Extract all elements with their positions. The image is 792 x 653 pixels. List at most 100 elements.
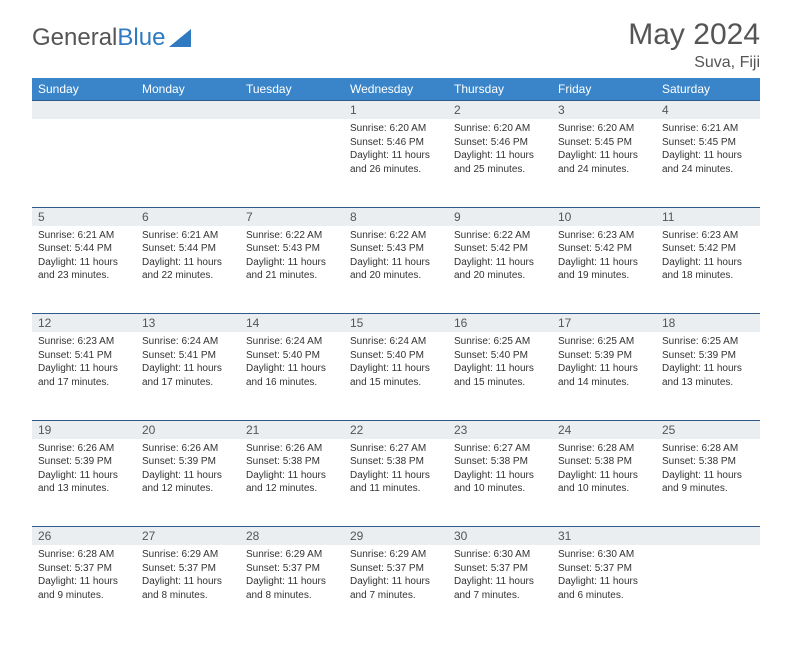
day-cell: Sunrise: 6:26 AMSunset: 5:38 PMDaylight:… — [240, 439, 344, 527]
day-number: 7 — [240, 207, 344, 226]
daylight-text: Daylight: 11 hours and 13 minutes. — [38, 469, 130, 496]
daylight-text: Daylight: 11 hours and 14 minutes. — [558, 362, 650, 389]
sunset-text: Sunset: 5:37 PM — [38, 562, 130, 576]
sunset-text: Sunset: 5:42 PM — [558, 242, 650, 256]
day-cell: Sunrise: 6:28 AMSunset: 5:38 PMDaylight:… — [656, 439, 760, 527]
sunrise-text: Sunrise: 6:30 AM — [454, 548, 546, 562]
daylight-text: Daylight: 11 hours and 12 minutes. — [246, 469, 338, 496]
sunset-text: Sunset: 5:43 PM — [246, 242, 338, 256]
daylight-text: Daylight: 11 hours and 25 minutes. — [454, 149, 546, 176]
daylight-text: Daylight: 11 hours and 20 minutes. — [454, 256, 546, 283]
daynum-row: 1234 — [32, 101, 760, 120]
weekday-header: Monday — [136, 78, 240, 101]
daynum-row: 19202122232425 — [32, 420, 760, 439]
day-number — [136, 101, 240, 120]
sunrise-text: Sunrise: 6:27 AM — [350, 442, 442, 456]
sunrise-text: Sunrise: 6:28 AM — [38, 548, 130, 562]
sunset-text: Sunset: 5:46 PM — [350, 136, 442, 150]
logo: GeneralBlue — [32, 24, 191, 52]
content-row: Sunrise: 6:23 AMSunset: 5:41 PMDaylight:… — [32, 332, 760, 420]
daylight-text: Daylight: 11 hours and 7 minutes. — [454, 575, 546, 602]
sunrise-text: Sunrise: 6:26 AM — [246, 442, 338, 456]
day-cell: Sunrise: 6:25 AMSunset: 5:39 PMDaylight:… — [656, 332, 760, 420]
weekday-header-row: Sunday Monday Tuesday Wednesday Thursday… — [32, 78, 760, 101]
day-cell: Sunrise: 6:22 AMSunset: 5:42 PMDaylight:… — [448, 226, 552, 314]
day-number — [240, 101, 344, 120]
day-cell: Sunrise: 6:25 AMSunset: 5:39 PMDaylight:… — [552, 332, 656, 420]
sunrise-text: Sunrise: 6:23 AM — [38, 335, 130, 349]
day-cell: Sunrise: 6:28 AMSunset: 5:37 PMDaylight:… — [32, 545, 136, 633]
sunset-text: Sunset: 5:39 PM — [38, 455, 130, 469]
calendar-page: GeneralBlue May 2024 Suva, Fiji Sunday M… — [0, 0, 792, 653]
day-number: 11 — [656, 207, 760, 226]
daylight-text: Daylight: 11 hours and 8 minutes. — [246, 575, 338, 602]
day-number: 19 — [32, 420, 136, 439]
daynum-row: 567891011 — [32, 207, 760, 226]
sunrise-text: Sunrise: 6:22 AM — [246, 229, 338, 243]
sunset-text: Sunset: 5:43 PM — [350, 242, 442, 256]
day-cell: Sunrise: 6:30 AMSunset: 5:37 PMDaylight:… — [448, 545, 552, 633]
day-number: 30 — [448, 527, 552, 546]
daylight-text: Daylight: 11 hours and 17 minutes. — [142, 362, 234, 389]
sunrise-text: Sunrise: 6:22 AM — [350, 229, 442, 243]
title-block: May 2024 Suva, Fiji — [628, 18, 760, 72]
daylight-text: Daylight: 11 hours and 9 minutes. — [662, 469, 754, 496]
sunrise-text: Sunrise: 6:22 AM — [454, 229, 546, 243]
daylight-text: Daylight: 11 hours and 11 minutes. — [350, 469, 442, 496]
day-number: 22 — [344, 420, 448, 439]
day-cell: Sunrise: 6:24 AMSunset: 5:40 PMDaylight:… — [344, 332, 448, 420]
sunrise-text: Sunrise: 6:23 AM — [662, 229, 754, 243]
daylight-text: Daylight: 11 hours and 26 minutes. — [350, 149, 442, 176]
sunrise-text: Sunrise: 6:20 AM — [558, 122, 650, 136]
calendar-body: 1234Sunrise: 6:20 AMSunset: 5:46 PMDayli… — [32, 101, 760, 634]
sunrise-text: Sunrise: 6:26 AM — [38, 442, 130, 456]
daylight-text: Daylight: 11 hours and 8 minutes. — [142, 575, 234, 602]
sunrise-text: Sunrise: 6:24 AM — [246, 335, 338, 349]
sunset-text: Sunset: 5:42 PM — [454, 242, 546, 256]
daylight-text: Daylight: 11 hours and 13 minutes. — [662, 362, 754, 389]
daylight-text: Daylight: 11 hours and 24 minutes. — [662, 149, 754, 176]
day-number: 12 — [32, 314, 136, 333]
sunset-text: Sunset: 5:41 PM — [38, 349, 130, 363]
sunrise-text: Sunrise: 6:25 AM — [558, 335, 650, 349]
sunset-text: Sunset: 5:38 PM — [662, 455, 754, 469]
day-number: 1 — [344, 101, 448, 120]
weekday-header: Tuesday — [240, 78, 344, 101]
day-cell: Sunrise: 6:24 AMSunset: 5:40 PMDaylight:… — [240, 332, 344, 420]
sunrise-text: Sunrise: 6:28 AM — [662, 442, 754, 456]
day-cell: Sunrise: 6:24 AMSunset: 5:41 PMDaylight:… — [136, 332, 240, 420]
weekday-header: Wednesday — [344, 78, 448, 101]
day-cell — [136, 119, 240, 207]
daylight-text: Daylight: 11 hours and 10 minutes. — [454, 469, 546, 496]
day-cell: Sunrise: 6:21 AMSunset: 5:44 PMDaylight:… — [136, 226, 240, 314]
day-number: 26 — [32, 527, 136, 546]
day-number: 5 — [32, 207, 136, 226]
daylight-text: Daylight: 11 hours and 19 minutes. — [558, 256, 650, 283]
sunset-text: Sunset: 5:38 PM — [246, 455, 338, 469]
daylight-text: Daylight: 11 hours and 20 minutes. — [350, 256, 442, 283]
day-number: 31 — [552, 527, 656, 546]
day-number: 6 — [136, 207, 240, 226]
sunset-text: Sunset: 5:39 PM — [142, 455, 234, 469]
day-cell: Sunrise: 6:30 AMSunset: 5:37 PMDaylight:… — [552, 545, 656, 633]
page-header: GeneralBlue May 2024 Suva, Fiji — [32, 18, 760, 72]
sunset-text: Sunset: 5:40 PM — [246, 349, 338, 363]
calendar-table: Sunday Monday Tuesday Wednesday Thursday… — [32, 78, 760, 633]
weekday-header: Sunday — [32, 78, 136, 101]
sunset-text: Sunset: 5:44 PM — [142, 242, 234, 256]
sunset-text: Sunset: 5:38 PM — [454, 455, 546, 469]
daylight-text: Daylight: 11 hours and 17 minutes. — [38, 362, 130, 389]
day-cell: Sunrise: 6:20 AMSunset: 5:45 PMDaylight:… — [552, 119, 656, 207]
sunset-text: Sunset: 5:39 PM — [558, 349, 650, 363]
sunset-text: Sunset: 5:39 PM — [662, 349, 754, 363]
daynum-row: 12131415161718 — [32, 314, 760, 333]
day-number: 27 — [136, 527, 240, 546]
day-number: 20 — [136, 420, 240, 439]
daylight-text: Daylight: 11 hours and 18 minutes. — [662, 256, 754, 283]
daylight-text: Daylight: 11 hours and 21 minutes. — [246, 256, 338, 283]
day-cell — [240, 119, 344, 207]
daylight-text: Daylight: 11 hours and 15 minutes. — [454, 362, 546, 389]
day-number: 21 — [240, 420, 344, 439]
day-number: 24 — [552, 420, 656, 439]
weekday-header: Thursday — [448, 78, 552, 101]
